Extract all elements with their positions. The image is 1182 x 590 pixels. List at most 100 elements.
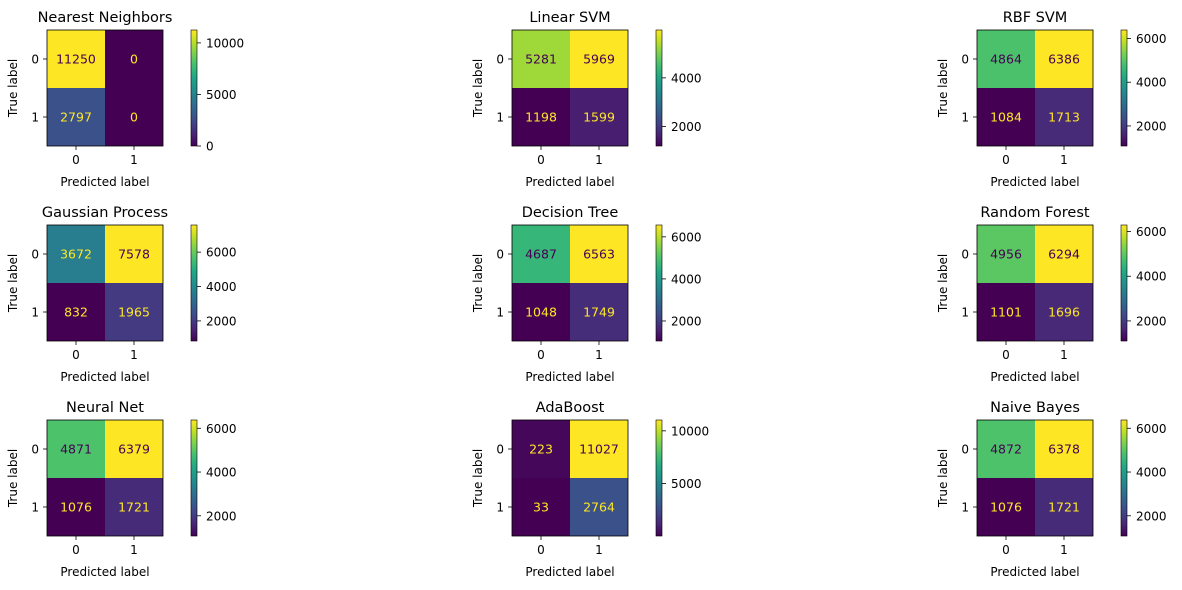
x-tick-label: 0 — [72, 153, 80, 167]
x-tick-label: 0 — [1002, 348, 1010, 362]
colorbar-tick-label: 10000 — [671, 424, 709, 438]
x-tick-label: 0 — [537, 153, 545, 167]
cell-value: 223 — [529, 442, 553, 457]
cell-value: 33 — [533, 500, 549, 515]
y-tick-label: 0 — [31, 443, 39, 457]
y-tick-label: 1 — [31, 501, 39, 515]
matrix-cell — [1035, 283, 1093, 341]
colorbar-tick-label: 10000 — [206, 36, 244, 50]
matrix-cell — [570, 88, 628, 146]
colorbar-tick-label: 6000 — [1136, 422, 1167, 436]
cell-value: 1749 — [583, 305, 615, 320]
matrix-cell — [1035, 420, 1093, 478]
cell-value: 2764 — [583, 500, 615, 515]
matrix-frame — [976, 419, 1094, 537]
x-tick-label: 1 — [595, 348, 603, 362]
x-tick-label: 0 — [1002, 543, 1010, 557]
panel-title: Linear SVM — [529, 10, 610, 26]
cell-value: 1713 — [1048, 110, 1080, 125]
matrix-cell — [570, 30, 628, 88]
confusion-matrix-panel: Neural Net 4871 6379 1076 1721 0 1 0 1 Predicted … — [6, 400, 237, 579]
matrix-frame — [511, 419, 629, 537]
matrix-cell — [977, 88, 1035, 146]
y-tick-label: 1 — [496, 111, 504, 125]
cell-value: 1076 — [60, 500, 92, 515]
colorbar-tick-label: 2000 — [206, 509, 237, 523]
colorbar — [191, 420, 197, 536]
confusion-matrix-panel: Linear SVM 5281 5969 1198 1599 0 1 0 1 Predicted … — [471, 10, 702, 189]
colorbar — [656, 225, 662, 341]
x-axis-label: Predicted label — [60, 565, 149, 579]
x-axis-label: Predicted label — [990, 175, 1079, 189]
colorbar-tick-label: 0 — [206, 140, 214, 154]
matrix-cell — [512, 225, 570, 283]
y-axis-label: True label — [471, 59, 485, 118]
matrix-cell — [977, 478, 1035, 536]
matrix-frame — [511, 224, 629, 342]
colorbar-frame — [1120, 419, 1128, 537]
x-tick-label: 1 — [1060, 543, 1068, 557]
colorbar-tick-label: 2000 — [671, 120, 702, 134]
y-tick-label: 1 — [496, 501, 504, 515]
x-tick-label: 1 — [130, 543, 138, 557]
cell-value: 1048 — [525, 305, 557, 320]
x-axis-label: Predicted label — [990, 370, 1079, 384]
y-tick-label: 0 — [961, 248, 969, 262]
matrix-cell — [47, 30, 105, 88]
confusion-matrix-panel: Decision Tree 4687 6563 1048 1749 0 1 0 1 Predict… — [471, 205, 702, 384]
cell-value: 4864 — [990, 52, 1022, 67]
y-tick-label: 1 — [31, 111, 39, 125]
cell-value: 2797 — [60, 110, 92, 125]
y-axis-label: True label — [936, 449, 950, 508]
cell-value: 1198 — [525, 110, 557, 125]
matrix-cell — [105, 420, 163, 478]
panel-title: Nearest Neighbors — [38, 10, 173, 26]
cell-value: 1076 — [990, 500, 1022, 515]
matrix-cell — [570, 420, 628, 478]
cell-value: 1696 — [1048, 305, 1080, 320]
y-axis-label: True label — [6, 449, 20, 508]
x-tick-label: 1 — [1060, 153, 1068, 167]
matrix-cell — [105, 283, 163, 341]
cell-value: 4956 — [990, 247, 1022, 262]
y-tick-label: 1 — [961, 501, 969, 515]
colorbar — [1121, 420, 1127, 536]
cell-value: 3672 — [60, 247, 92, 262]
y-tick-label: 1 — [31, 306, 39, 320]
cell-value: 5969 — [583, 52, 615, 67]
colorbar — [191, 225, 197, 341]
matrix-frame — [46, 29, 164, 147]
panel-title: Decision Tree — [522, 205, 619, 221]
panel-title: Naive Bayes — [990, 400, 1080, 416]
matrix-cell — [47, 478, 105, 536]
y-tick-label: 0 — [31, 53, 39, 67]
cell-value: 1965 — [118, 305, 150, 320]
colorbar-tick-label: 5000 — [671, 477, 702, 491]
cell-value: 1599 — [583, 110, 615, 125]
matrix-frame — [46, 419, 164, 537]
cell-value: 0 — [130, 110, 138, 125]
matrix-cell — [512, 30, 570, 88]
colorbar — [1121, 225, 1127, 341]
cell-value: 5281 — [525, 52, 557, 67]
matrix-cell — [570, 283, 628, 341]
x-tick-label: 0 — [72, 543, 80, 557]
x-tick-label: 1 — [1060, 348, 1068, 362]
colorbar-tick-label: 6000 — [1136, 225, 1167, 239]
confusion-matrix-panel: Random Forest 4956 6294 1101 1696 0 1 0 1 Predict… — [936, 205, 1167, 384]
panel-title: Neural Net — [66, 400, 144, 416]
cell-value: 1101 — [990, 305, 1022, 320]
colorbar — [1121, 30, 1127, 146]
x-tick-label: 1 — [130, 153, 138, 167]
matrix-frame — [976, 224, 1094, 342]
colorbar-tick-label: 5000 — [206, 88, 237, 102]
matrix-cell — [105, 478, 163, 536]
y-tick-label: 0 — [496, 53, 504, 67]
colorbar-tick-label: 2000 — [1136, 509, 1167, 523]
cell-value: 6563 — [583, 247, 615, 262]
cell-value: 1721 — [118, 500, 150, 515]
matrix-cell — [977, 283, 1035, 341]
y-tick-label: 0 — [961, 443, 969, 457]
x-axis-label: Predicted label — [525, 370, 614, 384]
x-tick-label: 0 — [537, 348, 545, 362]
